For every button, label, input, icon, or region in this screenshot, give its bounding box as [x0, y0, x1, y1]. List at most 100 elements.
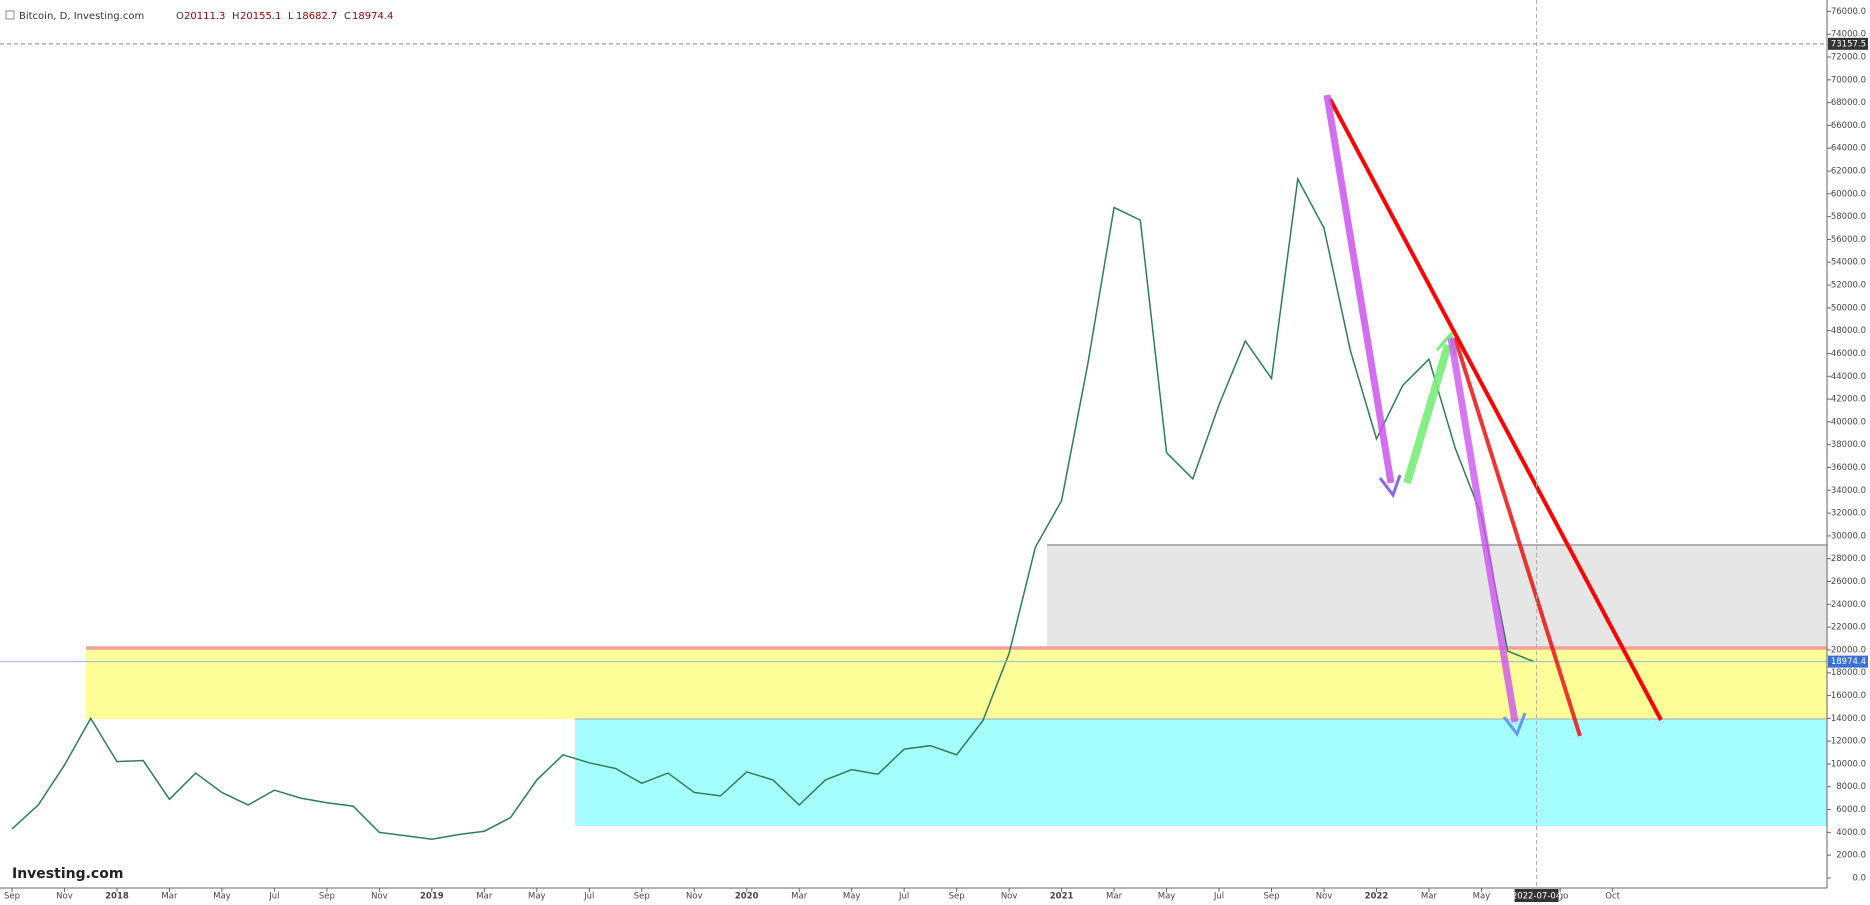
last-price-box [1828, 655, 1868, 668]
y-tick-label: 28000.0 [1831, 554, 1866, 564]
cyan-zone [575, 719, 1827, 826]
x-tick-label: Mar [161, 892, 178, 902]
y-tick-label: 18000.0 [1831, 668, 1866, 678]
ohlc-value: 20111.3 [184, 11, 225, 22]
ohlc-label: H [232, 11, 240, 22]
x-tick-label: Sep [1264, 892, 1280, 902]
x-tick-label: Mar [1421, 892, 1438, 902]
gray-zone [1047, 545, 1827, 648]
x-tick-label: Sep [949, 892, 965, 902]
y-tick-label: 58000.0 [1831, 212, 1866, 222]
x-tick-label: May [528, 892, 546, 902]
y-tick-label: 4000.0 [1836, 828, 1866, 838]
x-tick-label: Oct [1605, 892, 1620, 902]
trendline [1453, 337, 1582, 737]
x-tick-label: May [1473, 892, 1491, 902]
x-tick-label: May [843, 892, 861, 902]
arrow-head [1502, 712, 1527, 738]
x-tick-label: Ago [1552, 892, 1568, 902]
arrow-head [1378, 474, 1402, 499]
y-tick-label: 74000.0 [1831, 30, 1866, 40]
y-tick-label: 12000.0 [1831, 737, 1866, 747]
ohlc-label: L [288, 11, 294, 22]
x-tick-label: 2020 [735, 892, 759, 902]
y-tick-label: 0.0 [1852, 873, 1866, 883]
y-tick-label: 54000.0 [1831, 258, 1866, 268]
ohlc-value: 20155.1 [240, 11, 281, 22]
y-tick-label: 44000.0 [1831, 372, 1866, 382]
x-tick-label: Nov [371, 892, 388, 902]
y-tick-label: 70000.0 [1831, 75, 1866, 85]
y-tick-label: 30000.0 [1831, 531, 1866, 541]
x-tick-label: Sep [319, 892, 335, 902]
ohlc-label: O [176, 11, 184, 22]
y-tick-label: 50000.0 [1831, 303, 1866, 313]
price-line [11, 176, 1535, 840]
y-tick-label: 60000.0 [1831, 189, 1866, 199]
y-tick-label: 46000.0 [1831, 349, 1866, 359]
y-tick-label: 16000.0 [1831, 691, 1866, 701]
y-tick-label: 24000.0 [1831, 600, 1866, 610]
x-tick-label: Sep [4, 892, 20, 902]
y-tick-label: 76000.0 [1831, 7, 1866, 17]
crosshair-date-box [1514, 889, 1559, 902]
x-tick-label: 2022 [1365, 892, 1389, 902]
chart-title: Bitcoin, D, Investing.com [19, 11, 144, 22]
yellow-zone [86, 648, 1827, 719]
y-tick-label: 66000.0 [1831, 121, 1866, 131]
crosshair-price-box [1828, 37, 1868, 50]
drawings [1323, 94, 1663, 738]
x-tick-label: Mar [791, 892, 808, 902]
y-tick-label: 72000.0 [1831, 53, 1866, 63]
y-tick-label: 40000.0 [1831, 417, 1866, 427]
x-tick-label: 2018 [105, 892, 129, 902]
x-tick-label: Mar [1106, 892, 1123, 902]
y-tick-label: 36000.0 [1831, 463, 1866, 473]
arrow [1403, 343, 1452, 485]
ohlc-value: 18974.4 [352, 11, 393, 22]
y-tick-label: 62000.0 [1831, 167, 1866, 177]
y-tick-label: 32000.0 [1831, 509, 1866, 519]
last-price-label: 18974.4 [1831, 657, 1866, 667]
crosshair-price-label: 73157.5 [1831, 39, 1866, 49]
trendline [1328, 98, 1663, 721]
y-tick-label: 8000.0 [1836, 782, 1866, 792]
crosshair-date-label: 2022-07-04 [1512, 892, 1561, 902]
y-tick-label: 26000.0 [1831, 577, 1866, 587]
arrow [1323, 94, 1395, 484]
x-tick-label: Nov [1001, 892, 1018, 902]
y-tick-label: 14000.0 [1831, 714, 1866, 724]
y-tick-label: 64000.0 [1831, 144, 1866, 154]
x-tick-label: May [213, 892, 231, 902]
ohlc-value: 18682.7 [296, 11, 337, 22]
y-tick-label: 38000.0 [1831, 440, 1866, 450]
y-tick-label: 22000.0 [1831, 623, 1866, 633]
x-tick-label: Nov [686, 892, 703, 902]
x-tick-label: May [1158, 892, 1176, 902]
y-tick-label: 68000.0 [1831, 98, 1866, 108]
y-tick-label: 34000.0 [1831, 486, 1866, 496]
y-tick-label: 6000.0 [1836, 805, 1866, 815]
x-tick-label: Sep [634, 892, 650, 902]
y-tick-label: 56000.0 [1831, 235, 1866, 245]
y-tick-label: 20000.0 [1831, 645, 1866, 655]
x-tick-label: Jul [1213, 892, 1224, 902]
y-tick-label: 10000.0 [1831, 759, 1866, 769]
x-tick-label: 2019 [420, 892, 444, 902]
y-tick-label: 2000.0 [1836, 851, 1866, 861]
x-tick-label: 2021 [1050, 892, 1074, 902]
y-tick-label: 42000.0 [1831, 395, 1866, 405]
x-tick-label: Jul [268, 892, 279, 902]
x-tick-label: Jul [583, 892, 594, 902]
x-tick-label: Mar [476, 892, 493, 902]
arrow [1447, 337, 1519, 723]
collapse-icon[interactable] [5, 10, 15, 20]
x-tick-label: Jul [898, 892, 909, 902]
x-tick-label: Nov [56, 892, 73, 902]
y-tick-label: 48000.0 [1831, 326, 1866, 336]
y-tick-label: 52000.0 [1831, 281, 1866, 291]
x-tick-label: Nov [1316, 892, 1333, 902]
logo: Investing.com [12, 866, 123, 882]
ohlc-label: C [344, 11, 351, 22]
